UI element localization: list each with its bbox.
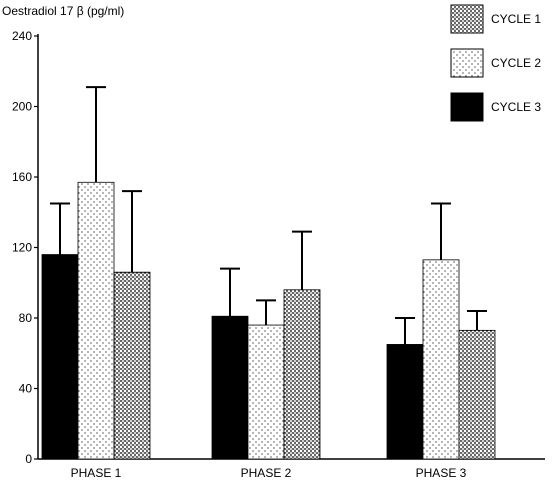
y-tick-label: 0 (25, 452, 32, 466)
bar (77, 181, 115, 460)
y-tick-label: 120 (12, 241, 32, 255)
y-tick-label: 160 (12, 170, 32, 184)
legend-label: CYCLE 2 (491, 56, 541, 70)
y-axis-title: Oestradiol 17 β (pg/ml) (2, 4, 124, 18)
y-tick-label: 40 (19, 382, 33, 396)
legend-swatch (450, 48, 484, 78)
category-label: PHASE 2 (241, 466, 292, 480)
bar (211, 315, 249, 460)
bars (41, 86, 496, 460)
legend-swatch (450, 92, 484, 122)
bar (283, 289, 321, 460)
legend: CYCLE 1 CYCLE 2 CYCLE 3 (450, 4, 541, 122)
bar (386, 344, 424, 460)
bar (41, 254, 79, 460)
y-tick-label: 240 (12, 29, 32, 43)
legend-swatch (450, 4, 484, 34)
category-labels: PHASE 1 PHASE 2 PHASE 3 (71, 466, 467, 480)
legend-label: CYCLE 3 (491, 100, 541, 114)
bar (247, 324, 285, 460)
y-tick-label: 200 (12, 100, 32, 114)
category-label: PHASE 3 (416, 466, 467, 480)
legend-label: CYCLE 1 (491, 12, 541, 26)
category-label: PHASE 1 (71, 466, 122, 480)
bar (113, 271, 151, 460)
bar (422, 259, 460, 460)
bar (458, 329, 496, 460)
y-tick-label: 80 (19, 311, 33, 325)
